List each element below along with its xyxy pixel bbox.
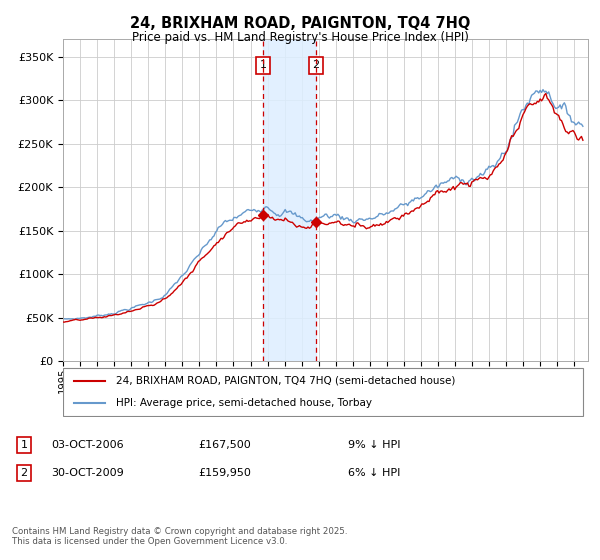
Text: 9% ↓ HPI: 9% ↓ HPI <box>348 440 401 450</box>
FancyBboxPatch shape <box>63 368 583 416</box>
Text: 6% ↓ HPI: 6% ↓ HPI <box>348 468 400 478</box>
Text: 1: 1 <box>20 440 28 450</box>
Text: £167,500: £167,500 <box>198 440 251 450</box>
Text: 24, BRIXHAM ROAD, PAIGNTON, TQ4 7HQ: 24, BRIXHAM ROAD, PAIGNTON, TQ4 7HQ <box>130 16 470 31</box>
Text: Price paid vs. HM Land Registry's House Price Index (HPI): Price paid vs. HM Land Registry's House … <box>131 31 469 44</box>
Text: 30-OCT-2009: 30-OCT-2009 <box>51 468 124 478</box>
Bar <box>263 39 316 361</box>
Text: Contains HM Land Registry data © Crown copyright and database right 2025.
This d: Contains HM Land Registry data © Crown c… <box>12 526 347 546</box>
Text: 2: 2 <box>20 468 28 478</box>
Text: 2: 2 <box>312 60 319 71</box>
Text: HPI: Average price, semi-detached house, Torbay: HPI: Average price, semi-detached house,… <box>115 398 371 408</box>
Text: £159,950: £159,950 <box>198 468 251 478</box>
Text: 03-OCT-2006: 03-OCT-2006 <box>51 440 124 450</box>
Text: 1: 1 <box>260 60 267 71</box>
Text: 24, BRIXHAM ROAD, PAIGNTON, TQ4 7HQ (semi-detached house): 24, BRIXHAM ROAD, PAIGNTON, TQ4 7HQ (sem… <box>115 376 455 386</box>
